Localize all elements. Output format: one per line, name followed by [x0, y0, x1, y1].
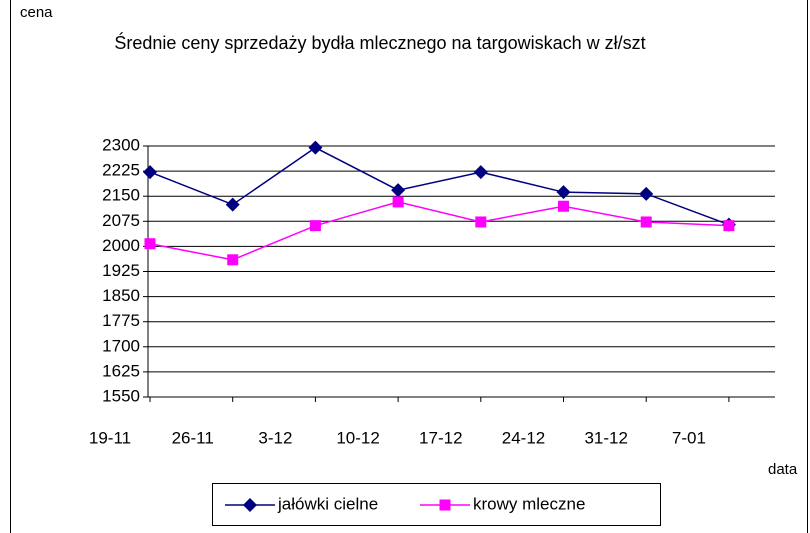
x-tick-label: 19-11: [89, 428, 131, 447]
legend-label: krowy mleczne: [473, 494, 585, 513]
point: [640, 216, 652, 228]
point: [723, 220, 735, 232]
point: [473, 165, 488, 180]
y-tick-label: 1700: [102, 336, 140, 355]
point: [392, 196, 404, 208]
y-tick-label: 1775: [102, 311, 140, 330]
y-axis-label: cena: [20, 4, 53, 21]
y-tick-label: 1550: [102, 386, 140, 405]
legend-marker: [439, 499, 451, 511]
chart-border: [10, 0, 808, 533]
point: [475, 216, 487, 228]
point: [639, 186, 654, 201]
y-tick-label: 2300: [102, 135, 140, 154]
x-tick-label: 24-12: [502, 428, 545, 447]
legend-marker: [243, 498, 257, 512]
y-tick-label: 2150: [102, 186, 140, 205]
y-tick-label: 1850: [102, 286, 140, 305]
x-tick-label: 7-01: [672, 428, 706, 447]
y-tick-label: 1925: [102, 261, 140, 280]
point: [391, 183, 406, 198]
series-line: [149, 146, 730, 226]
y-tick-label: 1625: [102, 361, 140, 380]
point: [144, 238, 156, 250]
point: [556, 185, 571, 200]
x-axis-label: data: [768, 461, 798, 478]
y-tick-label: 2000: [102, 236, 140, 255]
point: [308, 140, 323, 155]
chart-title: Średnie ceny sprzedaży bydła mlecznego n…: [114, 33, 646, 53]
x-tick-label: 17-12: [419, 428, 462, 447]
x-tick-label: 3-12: [258, 428, 292, 447]
point: [225, 197, 240, 212]
point: [143, 165, 157, 180]
x-tick-label: 26-11: [172, 428, 214, 447]
x-tick-label: 31-12: [584, 428, 627, 447]
point: [227, 254, 239, 266]
x-tick-label: 10-12: [336, 428, 379, 447]
series-line: [149, 201, 729, 261]
point: [309, 220, 321, 232]
legend-label: jałówki cielne: [277, 494, 378, 513]
y-tick-label: 2075: [102, 211, 140, 230]
point: [558, 200, 569, 212]
y-tick-label: 2225: [102, 161, 140, 180]
